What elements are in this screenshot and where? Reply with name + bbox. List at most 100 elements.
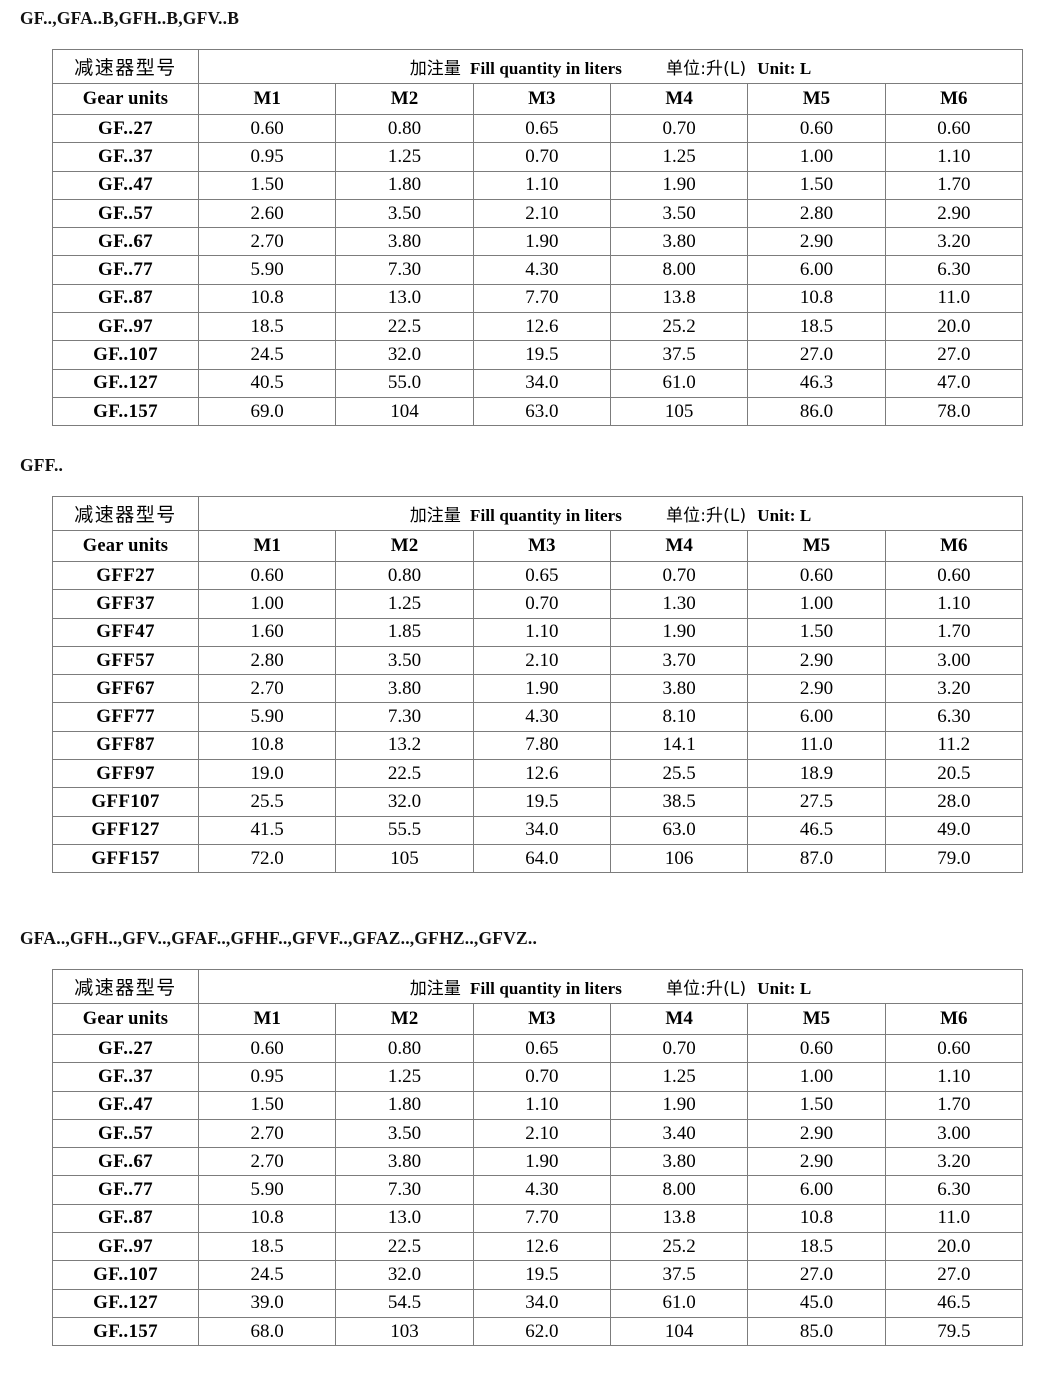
cell-fill-m4: 3.50: [609, 198, 749, 229]
cell-fill-m3: 0.65: [472, 1033, 611, 1064]
cell-gear-unit: GF..67: [52, 227, 199, 257]
cell-fill-m5: 1.50: [747, 617, 886, 647]
cell-fill-m1: 0.95: [197, 142, 337, 172]
cell-fill-m3: 62.0: [472, 1316, 611, 1347]
cell-fill-m1: 2.60: [197, 198, 337, 229]
cell-gear-unit: GF..87: [52, 1203, 199, 1234]
table-row: GF..107 24.5 32.0 19.5 37.5 27.0 27.0: [52, 340, 1023, 370]
cell-fill-m1: 39.0: [197, 1288, 337, 1318]
cell-fill-m2: 32.0: [335, 787, 474, 817]
cell-fill-m2: 13.2: [335, 730, 474, 761]
cell-fill-m3: 12.6: [472, 312, 611, 342]
cell-fill-m2: 3.80: [335, 1147, 474, 1177]
column-header-m5: M5: [747, 83, 886, 115]
cell-fill-m3: 12.6: [472, 1232, 611, 1262]
cell-fill-m2: 32.0: [335, 340, 474, 370]
cell-fill-m5: 18.9: [747, 759, 886, 789]
cell-fill-m6: 20.0: [884, 1232, 1023, 1262]
cell-fill-m1: 10.8: [197, 1203, 337, 1234]
cell-fill-m6: 1.70: [884, 170, 1023, 200]
cell-fill-m6: 79.0: [884, 843, 1023, 874]
cell-fill-m1: 2.70: [197, 227, 337, 257]
table-row: GF..87 10.8 13.0 7.70 13.8 10.8 11.0: [52, 1203, 1023, 1234]
cell-fill-m5: 10.8: [747, 1203, 886, 1234]
cell-fill-m5: 87.0: [747, 843, 886, 874]
header-fill-quantity: 加注量 Fill quantity in liters 单位:升(L) Unit: L: [198, 49, 1023, 84]
cell-fill-m3: 0.65: [472, 113, 611, 144]
cell-fill-m6: 6.30: [884, 702, 1023, 732]
table-row: GF..57 2.60 3.50 2.10 3.50 2.80 2.90: [52, 198, 1023, 229]
cell-gear-unit: GF..107: [52, 340, 199, 370]
cell-fill-m4: 38.5: [609, 787, 749, 817]
cell-fill-m3: 1.10: [472, 617, 611, 647]
header-model-en: Gear units: [52, 83, 199, 115]
cell-fill-m5: 18.5: [747, 312, 886, 342]
fill-quantity-table: 减速器型号 加注量 Fill quantity in liters 单位:升(L) Un…: [52, 49, 1023, 427]
cell-fill-m3: 1.90: [472, 674, 611, 704]
table-row: GF..157 69.0 104 63.0 105 86.0 78.0: [52, 396, 1023, 427]
cell-fill-m4: 3.70: [609, 645, 749, 676]
cell-fill-m5: 1.00: [747, 1062, 886, 1092]
table-row: GFF107 25.5 32.0 19.5 38.5 27.5 28.0: [52, 787, 1023, 817]
cell-fill-m4: 1.25: [609, 1062, 749, 1092]
cell-fill-m2: 7.30: [335, 702, 474, 732]
cell-fill-m4: 0.70: [609, 560, 749, 591]
table-row: GF..67 2.70 3.80 1.90 3.80 2.90 3.20: [52, 1147, 1023, 1177]
table-row: GF..127 40.5 55.0 34.0 61.0 46.3 47.0: [52, 368, 1023, 398]
cell-fill-m1: 1.50: [197, 170, 337, 200]
cell-fill-m6: 0.60: [884, 113, 1023, 144]
header-unit-cjk: 单位:升(L): [666, 505, 747, 526]
cell-fill-m3: 0.65: [472, 560, 611, 591]
cell-fill-m3: 1.90: [472, 1147, 611, 1177]
column-header-m6: M6: [884, 83, 1023, 115]
table-header-row-top: 减速器型号 加注量 Fill quantity in liters 单位:升(L) Un…: [52, 969, 1023, 1004]
cell-fill-m1: 5.90: [197, 702, 337, 732]
table-row: GFF47 1.60 1.85 1.10 1.90 1.50 1.70: [52, 617, 1023, 647]
cell-fill-m4: 8.00: [609, 255, 749, 285]
column-header-m3: M3: [472, 1003, 611, 1035]
cell-gear-unit: GF..87: [52, 283, 199, 314]
cell-fill-m6: 27.0: [884, 1260, 1023, 1290]
cell-fill-m1: 40.5: [197, 368, 337, 398]
cell-gear-unit: GF..77: [52, 255, 199, 285]
cell-fill-m6: 47.0: [884, 368, 1023, 398]
cell-fill-m4: 61.0: [609, 1288, 749, 1318]
cell-fill-m2: 0.80: [335, 1033, 474, 1064]
cell-gear-unit: GF..27: [52, 1033, 199, 1064]
cell-fill-m6: 78.0: [884, 396, 1023, 427]
table-row: GFF27 0.60 0.80 0.65 0.70 0.60 0.60: [52, 560, 1023, 591]
cell-fill-m3: 19.5: [472, 787, 611, 817]
cell-fill-m2: 103: [335, 1316, 474, 1347]
cell-fill-m3: 7.70: [472, 1203, 611, 1234]
cell-fill-m5: 0.60: [747, 113, 886, 144]
column-header-m3: M3: [472, 530, 611, 562]
cell-fill-m6: 1.10: [884, 1062, 1023, 1092]
cell-fill-m3: 2.10: [472, 198, 611, 229]
cell-gear-unit: GFF37: [52, 589, 199, 619]
cell-fill-m6: 0.60: [884, 1033, 1023, 1064]
header-model-en-label: Gear units: [82, 89, 169, 109]
cell-fill-m2: 3.50: [335, 1118, 474, 1149]
table-row: GFF87 10.8 13.2 7.80 14.1 11.0 11.2: [52, 730, 1023, 761]
table-row: GF..87 10.8 13.0 7.70 13.8 10.8 11.0: [52, 283, 1023, 314]
cell-fill-m2: 1.25: [335, 589, 474, 619]
table-section-2: GFF.. 减速器型号 加注量 Fill quantity in liters 单位:…: [0, 455, 1054, 874]
cell-fill-m4: 0.70: [609, 1033, 749, 1064]
cell-fill-m1: 19.0: [197, 759, 337, 789]
cell-fill-m2: 22.5: [335, 312, 474, 342]
table-section-3: GFA..,GFH..,GFV..,GFAF..,GFHF..,GFVF..,G…: [0, 928, 1054, 1347]
cell-fill-m2: 3.50: [335, 198, 474, 229]
header-quantity-cjk: 加注量: [409, 58, 462, 79]
cell-fill-m5: 27.5: [747, 787, 886, 817]
header-model-cjk: 减速器型号: [52, 49, 199, 84]
cell-fill-m5: 27.0: [747, 1260, 886, 1290]
cell-fill-m5: 2.90: [747, 645, 886, 676]
table-row: GF..57 2.70 3.50 2.10 3.40 2.90 3.00: [52, 1118, 1023, 1149]
column-header-m6: M6: [884, 530, 1023, 562]
cell-fill-m4: 13.8: [609, 1203, 749, 1234]
cell-fill-m4: 1.90: [609, 170, 749, 200]
header-model-en: Gear units: [52, 1003, 199, 1035]
cell-fill-m1: 5.90: [197, 255, 337, 285]
column-header-m2: M2: [335, 1003, 474, 1035]
